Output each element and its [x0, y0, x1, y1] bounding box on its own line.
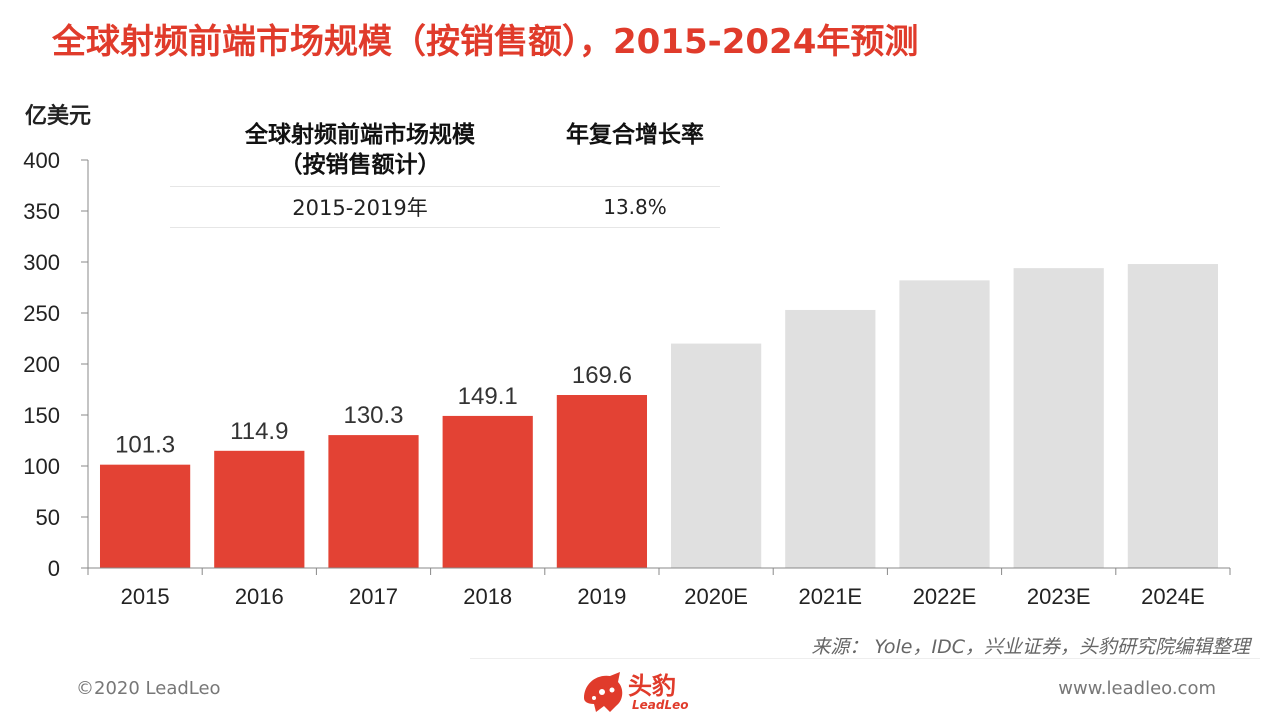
footer-divider [470, 658, 1260, 659]
x-tick-label: 2020E [684, 584, 748, 609]
bar-2017 [328, 435, 419, 568]
x-tick-label: 2019 [577, 584, 626, 609]
logo-subtitle: LeadLeo [632, 698, 689, 712]
data-label: 114.9 [230, 418, 288, 445]
page-title: 全球射频前端市场规模（按销售额），2015-2024年预测 [52, 22, 919, 62]
source-note: 来源： Yole，IDC，兴业证券，头豹研究院编辑整理 [811, 636, 1250, 658]
bar-2016 [214, 450, 305, 568]
cagr-header-growth: 年复合增长率 [566, 122, 704, 148]
y-tick-label: 300 [23, 250, 60, 275]
bar-2021E [785, 309, 876, 568]
x-tick-label: 2023E [1027, 584, 1091, 609]
bar-2020E [670, 343, 762, 568]
y-tick-label: 0 [48, 556, 60, 581]
y-tick-label: 400 [23, 148, 60, 173]
cagr-table-row: 2015-2019年 13.8% [170, 186, 720, 228]
y-tick-label: 250 [23, 301, 60, 326]
bar-2019 [556, 395, 648, 568]
y-tick-label: 350 [23, 199, 60, 224]
bar-2023E [1013, 268, 1104, 568]
x-tick-label: 2024E [1141, 584, 1205, 609]
bar-2022E [899, 280, 990, 568]
x-tick-label: 2017 [349, 584, 398, 609]
x-tick-label: 2016 [235, 584, 284, 609]
data-label: 149.1 [458, 383, 518, 410]
x-tick-label: 2022E [913, 584, 977, 609]
data-label: 101.3 [115, 432, 175, 459]
y-tick-label: 200 [23, 352, 60, 377]
leopard-logo-icon [584, 672, 623, 712]
x-tick-label: 2015 [121, 584, 170, 609]
cagr-value: 13.8% [603, 195, 667, 219]
x-tick-label: 2021E [798, 584, 862, 609]
bar-2018 [442, 415, 533, 568]
cagr-table-header: 全球射频前端市场规模 （按销售额计） 年复合增长率 [170, 118, 720, 186]
cagr-header-market-line2: （按销售额计） [279, 152, 441, 178]
leadleo-logo: 头豹 LeadLeo [578, 664, 718, 720]
x-tick-label: 2018 [463, 584, 512, 609]
data-label: 169.6 [572, 362, 632, 389]
y-tick-label: 150 [23, 403, 60, 428]
copyright-text: ©2020 LeadLeo [76, 678, 221, 699]
bar-2024E [1127, 264, 1219, 568]
y-tick-label: 50 [36, 505, 60, 530]
website-link[interactable]: www.leadleo.com [1058, 678, 1216, 699]
cagr-table: 全球射频前端市场规模 （按销售额计） 年复合增长率 2015-2019年 13.… [170, 118, 720, 228]
logo-name: 头豹 [628, 672, 676, 700]
cagr-header-market-line1: 全球射频前端市场规模 [245, 122, 475, 148]
y-axis-unit: 亿美元 [25, 104, 92, 129]
bar-2015 [99, 464, 191, 568]
y-tick-label: 100 [23, 454, 60, 479]
cagr-header-market: 全球射频前端市场规模 （按销售额计） [170, 118, 550, 186]
cagr-period: 2015-2019年 [292, 196, 428, 220]
data-label: 130.3 [343, 402, 403, 429]
